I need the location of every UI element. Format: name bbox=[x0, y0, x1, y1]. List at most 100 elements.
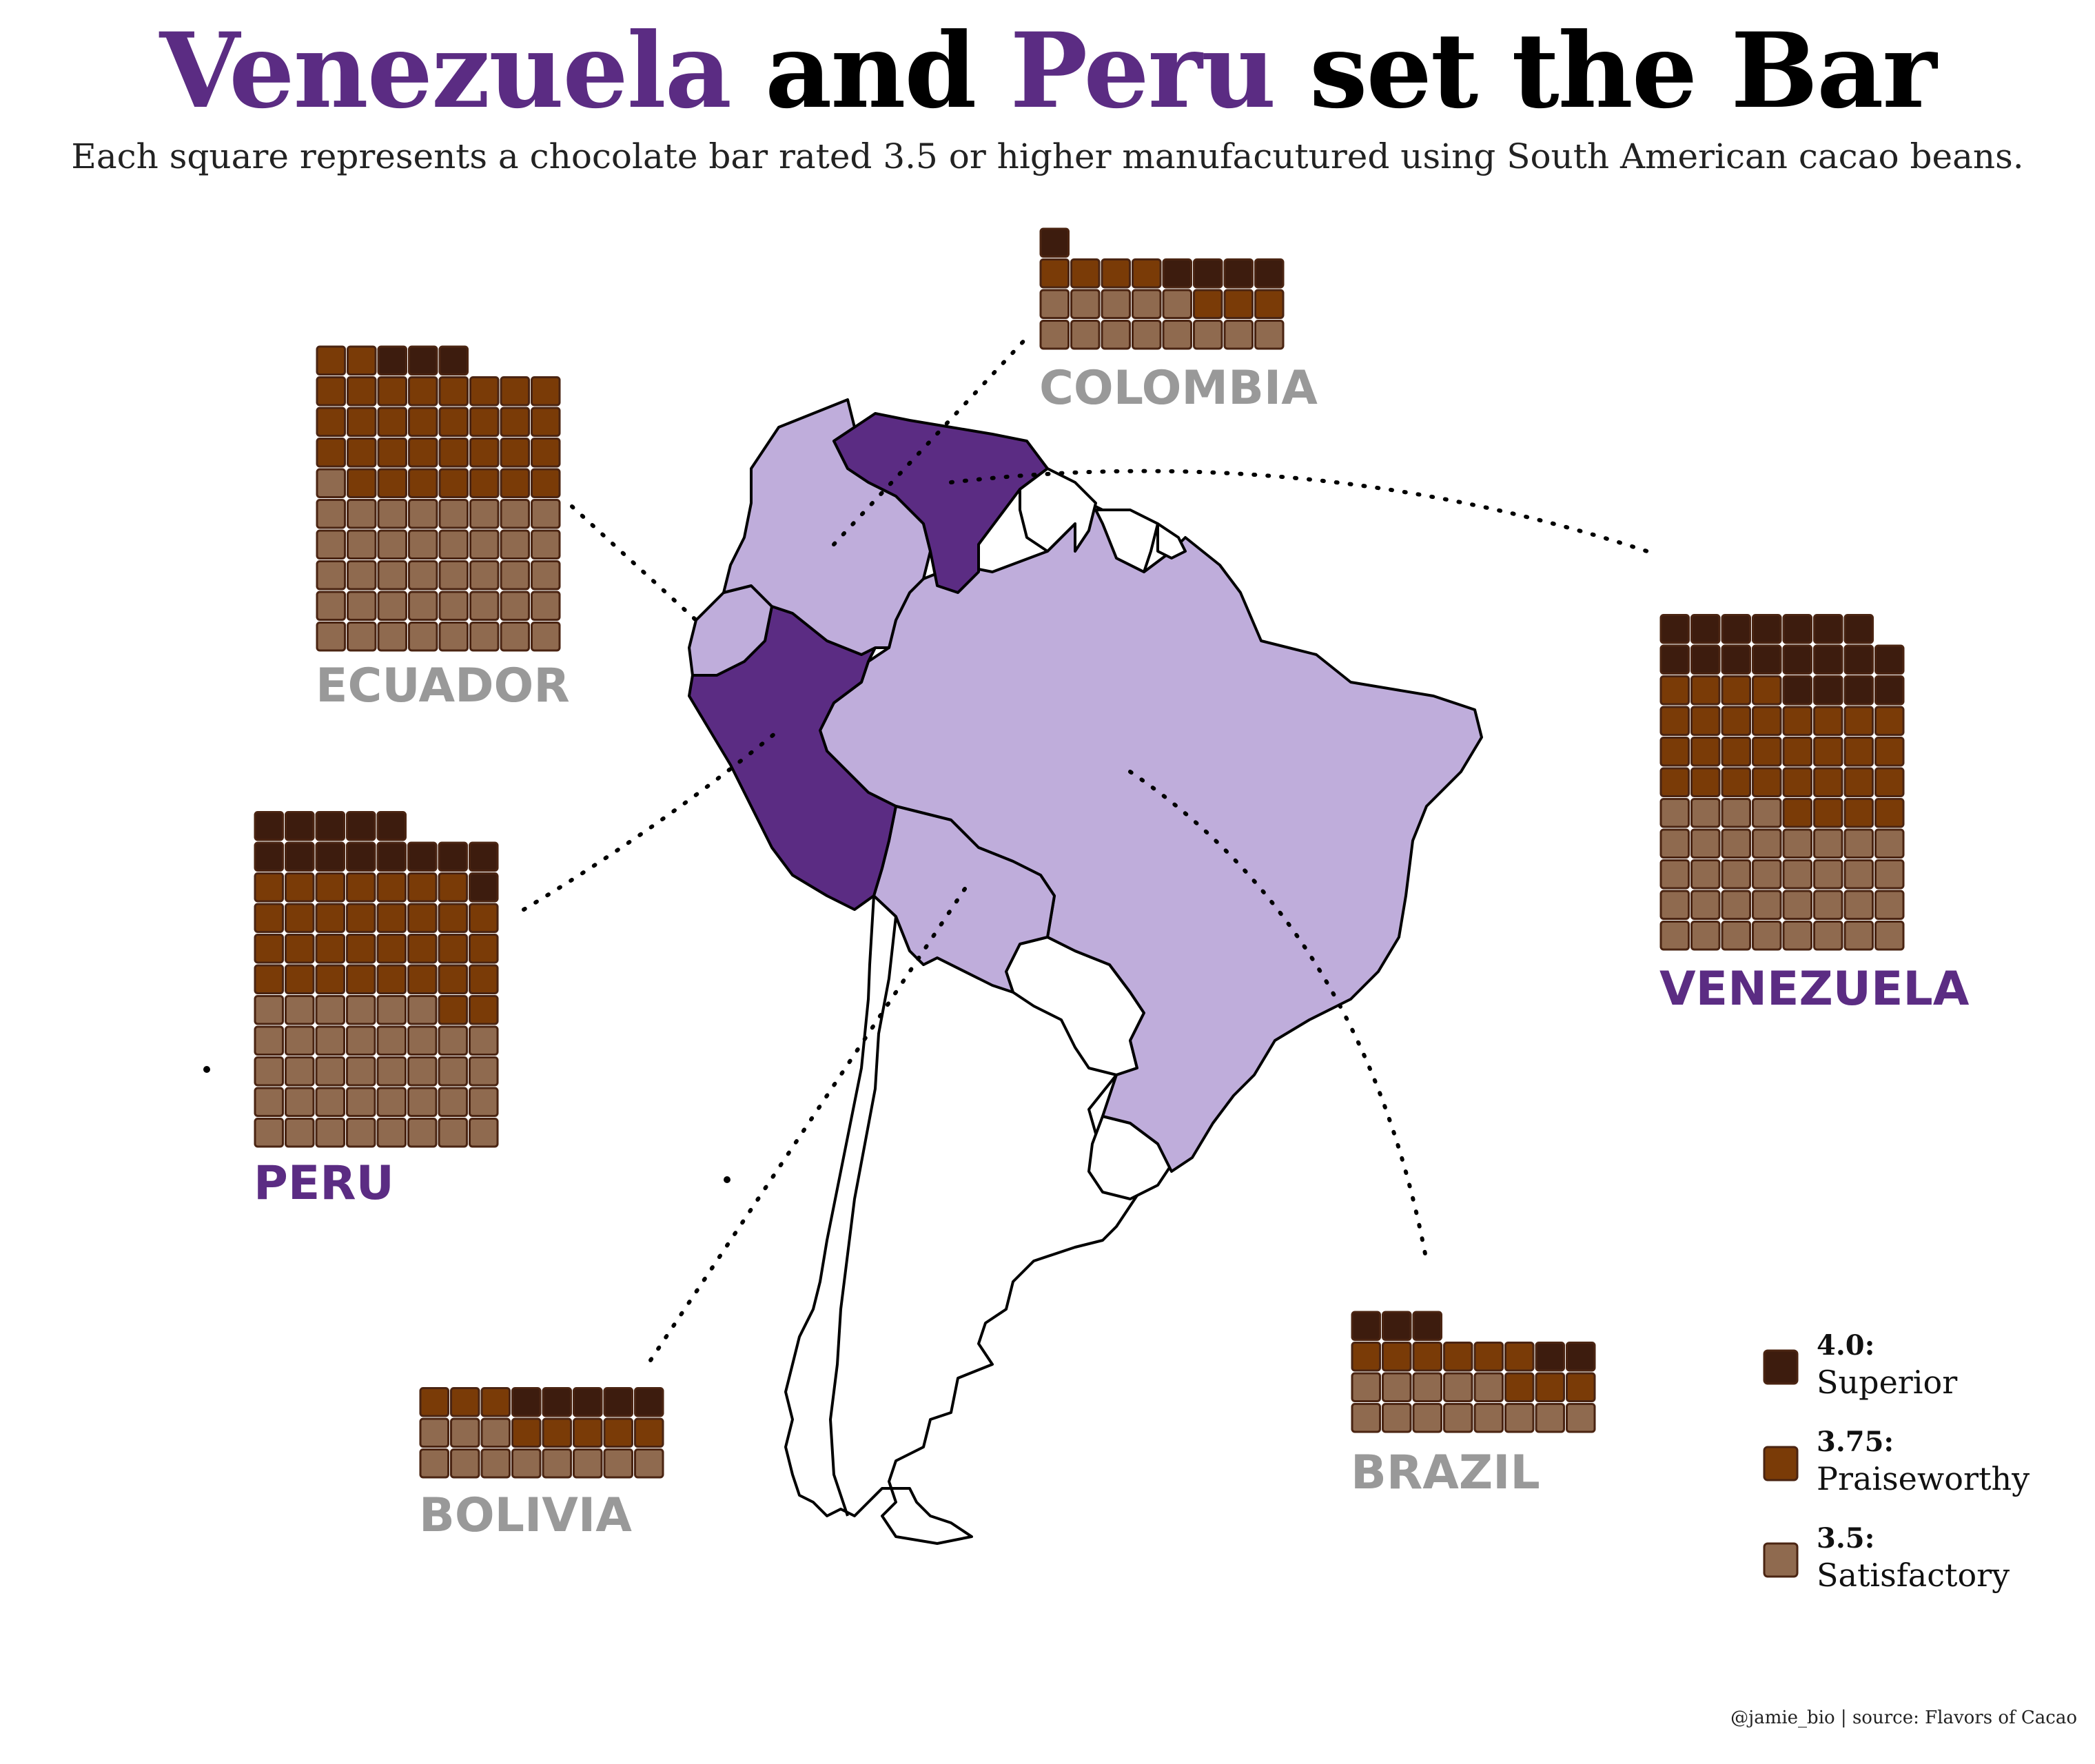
waffle-cell-praiseworthy bbox=[469, 438, 500, 468]
waffle-cell-satisfactory bbox=[316, 622, 346, 652]
waffle-cell-praiseworthy bbox=[1813, 706, 1843, 736]
waffle-cell-praiseworthy bbox=[438, 872, 468, 903]
waffle-cell-praiseworthy bbox=[500, 407, 530, 437]
waffle-peru: PERU bbox=[254, 811, 499, 1211]
waffle-cell-praiseworthy bbox=[1070, 258, 1101, 289]
waffle-cell-praiseworthy bbox=[254, 872, 284, 903]
country-label-colombia: COLOMBIA bbox=[1039, 361, 1318, 416]
waffle-cell-praiseworthy bbox=[1504, 1342, 1535, 1372]
waffle-cell-praiseworthy bbox=[1874, 737, 1905, 767]
waffle-cell-satisfactory bbox=[407, 1118, 438, 1148]
waffle-cell-satisfactory bbox=[407, 1087, 438, 1117]
waffle-cell-satisfactory bbox=[438, 1056, 468, 1087]
waffle-cell-satisfactory bbox=[469, 1025, 499, 1056]
waffle-cell-satisfactory bbox=[285, 1025, 315, 1056]
waffle-cell-superior bbox=[1193, 258, 1223, 289]
legend-key: 3.75: bbox=[1817, 1426, 1894, 1458]
title-venezuela: Venezuela bbox=[159, 10, 732, 132]
waffle-cell-satisfactory bbox=[438, 1087, 468, 1117]
waffle-cell-satisfactory bbox=[531, 622, 561, 652]
waffle-cell-praiseworthy bbox=[347, 438, 377, 468]
waffle-cell-superior bbox=[1412, 1311, 1442, 1341]
waffle-cell-praiseworthy bbox=[1659, 737, 1690, 767]
waffle-cell-superior bbox=[1813, 644, 1843, 675]
waffle-cell-praiseworthy bbox=[500, 438, 530, 468]
waffle-cell-superior bbox=[346, 811, 376, 841]
leader-colombia bbox=[832, 336, 1029, 546]
legend-label: Superior bbox=[1817, 1364, 1957, 1401]
waffle-cell-satisfactory bbox=[315, 1056, 345, 1087]
waffle-cell-satisfactory bbox=[500, 591, 530, 621]
waffle-cell-praiseworthy bbox=[573, 1417, 603, 1448]
waffle-cell-satisfactory bbox=[450, 1448, 480, 1479]
waffle-cell-praiseworthy bbox=[1690, 737, 1721, 767]
waffle-cell-praiseworthy bbox=[531, 376, 561, 407]
waffle-venezuela: VENEZUELA bbox=[1659, 614, 1970, 1016]
waffle-cell-satisfactory bbox=[1782, 828, 1812, 859]
waffle-cell-praiseworthy bbox=[1874, 706, 1905, 736]
waffle-cell-superior bbox=[285, 841, 315, 872]
waffle-cell-praiseworthy bbox=[500, 468, 530, 498]
waffles: VENEZUELA PERU ECUADOR COLOMBIA BRAZIL BOLIVI… bbox=[254, 227, 1970, 1543]
waffle-cell-superior bbox=[1721, 644, 1751, 675]
waffle-cell-superior bbox=[1782, 644, 1812, 675]
waffle-cell-satisfactory bbox=[1039, 289, 1070, 319]
waffle-cell-satisfactory bbox=[377, 560, 407, 591]
waffle-cell-satisfactory bbox=[438, 1025, 468, 1056]
waffle-cell-superior bbox=[1162, 258, 1192, 289]
waffle-cell-satisfactory bbox=[1721, 828, 1751, 859]
waffle-cell-satisfactory bbox=[438, 529, 469, 560]
waffle-cell-praiseworthy bbox=[376, 964, 407, 994]
waffle-cell-satisfactory bbox=[419, 1448, 449, 1479]
waffle-cell-praiseworthy bbox=[1566, 1372, 1596, 1402]
waffle-cell-satisfactory bbox=[315, 1087, 345, 1117]
waffle-cell-praiseworthy bbox=[1843, 737, 1874, 767]
waffle-cell-satisfactory bbox=[1752, 798, 1782, 828]
waffle-cell-superior bbox=[573, 1387, 603, 1417]
waffle-cell-satisfactory bbox=[347, 591, 377, 621]
waffle-cell-satisfactory bbox=[254, 1056, 284, 1087]
leader-peru bbox=[522, 728, 781, 912]
waffle-cell-satisfactory bbox=[1382, 1403, 1412, 1433]
chart-title: Venezuela and Peru set the Bar bbox=[0, 19, 2095, 123]
waffle-cell-satisfactory bbox=[376, 1025, 407, 1056]
waffle-cell-praiseworthy bbox=[346, 903, 376, 933]
waffle-cell-superior bbox=[408, 345, 438, 376]
legend-key: 3.5: bbox=[1817, 1522, 1874, 1555]
waffle-cell-satisfactory bbox=[1101, 320, 1131, 350]
waffle-cell-superior bbox=[1535, 1342, 1565, 1372]
waffle-cell-praiseworthy bbox=[1412, 1342, 1442, 1372]
waffle-cell-superior bbox=[377, 345, 407, 376]
waffle-cell-praiseworthy bbox=[254, 964, 284, 994]
map-guyana bbox=[1019, 467, 1097, 553]
waffle-cell-praiseworthy bbox=[1752, 767, 1782, 797]
legend-label: Praiseworthy bbox=[1817, 1460, 2030, 1497]
waffle-cell-superior bbox=[1843, 644, 1874, 675]
waffle-cell-praiseworthy bbox=[376, 934, 407, 964]
waffle-cell-praiseworthy bbox=[531, 407, 561, 437]
waffle-cell-superior bbox=[1782, 675, 1812, 706]
legend-label: Satisfactory bbox=[1817, 1557, 2010, 1594]
waffle-cell-satisfactory bbox=[469, 499, 500, 529]
stray-mark bbox=[724, 1176, 730, 1183]
waffle-cell-satisfactory bbox=[1690, 890, 1721, 920]
waffle-cell-praiseworthy bbox=[1101, 258, 1131, 289]
waffle-cell-superior bbox=[315, 841, 345, 872]
waffle-cell-praiseworthy bbox=[500, 376, 530, 407]
waffle-cell-praiseworthy bbox=[316, 376, 346, 407]
waffle-cell-satisfactory bbox=[377, 622, 407, 652]
waffle-cell-praiseworthy bbox=[316, 407, 346, 437]
waffle-cell-satisfactory bbox=[1752, 921, 1782, 951]
waffle-cell-praiseworthy bbox=[377, 468, 407, 498]
waffle-cell-satisfactory bbox=[316, 560, 346, 591]
waffle-cell-superior bbox=[1843, 614, 1874, 644]
waffle-cell-praiseworthy bbox=[1039, 258, 1070, 289]
waffle-cell-praiseworthy bbox=[634, 1417, 664, 1448]
waffle-cell-praiseworthy bbox=[347, 407, 377, 437]
waffle-cell-satisfactory bbox=[316, 468, 346, 498]
waffle-cell-satisfactory bbox=[500, 499, 530, 529]
waffle-cell-praiseworthy bbox=[1690, 675, 1721, 706]
waffle-cell-satisfactory bbox=[531, 560, 561, 591]
map-french-guiana bbox=[1156, 522, 1187, 560]
